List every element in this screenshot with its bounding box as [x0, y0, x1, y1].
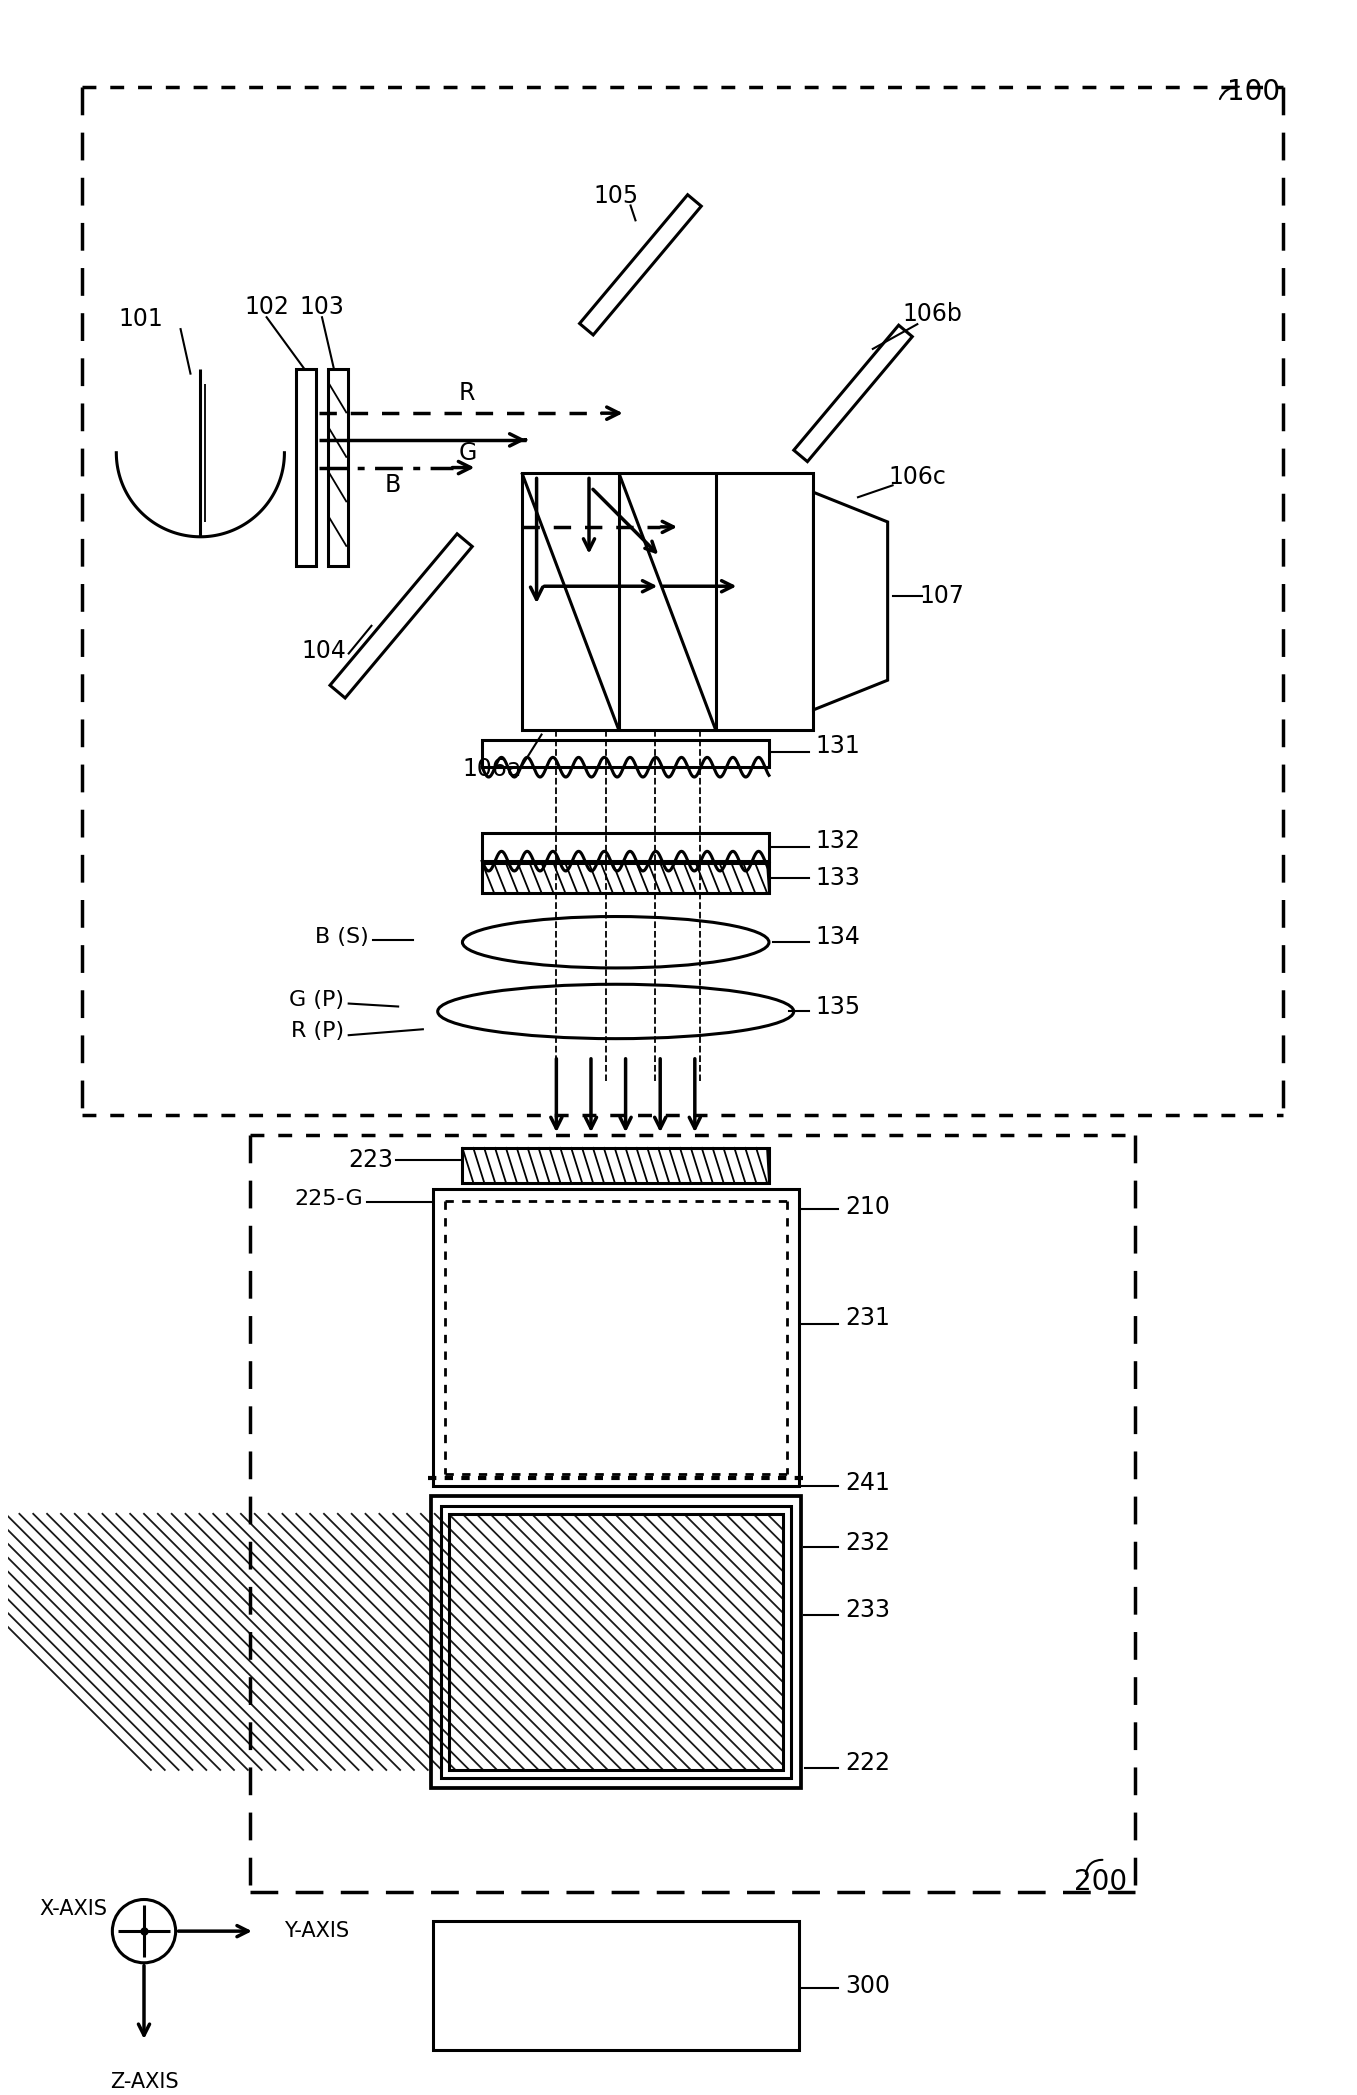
Polygon shape	[794, 325, 912, 461]
Bar	[482, 740, 769, 767]
Text: B: B	[385, 473, 402, 497]
Text: Y-AXIS: Y-AXIS	[285, 1921, 350, 1942]
Bar	[482, 834, 769, 861]
Text: 106a: 106a	[463, 756, 521, 781]
Text: 105: 105	[593, 184, 638, 207]
Text: 134: 134	[816, 926, 860, 949]
Bar	[296, 369, 316, 566]
Text: 103: 103	[300, 295, 345, 318]
Text: 131: 131	[816, 735, 860, 758]
Text: X-AXIS: X-AXIS	[39, 1900, 107, 1919]
Bar	[441, 1506, 791, 1779]
Text: 106c: 106c	[889, 465, 946, 490]
Text: G (P): G (P)	[289, 989, 343, 1010]
Text: 104: 104	[301, 639, 346, 662]
Text: 133: 133	[816, 865, 860, 890]
Polygon shape	[330, 534, 472, 698]
Ellipse shape	[463, 916, 769, 968]
Ellipse shape	[438, 985, 794, 1039]
Bar	[433, 1190, 799, 1485]
Polygon shape	[579, 195, 702, 335]
Bar	[521, 473, 813, 729]
Bar	[463, 1148, 769, 1182]
Bar	[433, 1921, 799, 2049]
Text: G: G	[459, 440, 476, 465]
Bar	[430, 1496, 801, 1787]
Text: 107: 107	[920, 585, 965, 608]
Text: R (P): R (P)	[290, 1020, 343, 1041]
Text: 232: 232	[845, 1531, 890, 1554]
Bar	[482, 863, 769, 892]
Text: 100: 100	[1227, 78, 1280, 105]
Bar	[449, 1515, 783, 1770]
Text: B (S): B (S)	[315, 928, 369, 947]
Text: R: R	[459, 381, 475, 406]
Text: 233: 233	[845, 1598, 890, 1622]
Polygon shape	[813, 492, 887, 710]
Text: 223: 223	[349, 1148, 394, 1171]
Text: 132: 132	[816, 830, 860, 853]
Text: 300: 300	[845, 1973, 890, 1997]
Text: 102: 102	[244, 295, 289, 318]
Text: 222: 222	[845, 1751, 890, 1774]
Bar	[328, 369, 347, 566]
Text: 241: 241	[845, 1471, 890, 1496]
Text: Z-AXIS: Z-AXIS	[110, 2072, 178, 2091]
Text: 106b: 106b	[902, 302, 962, 327]
Text: 200: 200	[1073, 1869, 1126, 1896]
Text: 231: 231	[845, 1305, 890, 1330]
Text: 135: 135	[816, 995, 860, 1018]
Text: 210: 210	[845, 1196, 890, 1219]
Text: 225-G: 225-G	[294, 1190, 364, 1209]
Text: 101: 101	[118, 308, 163, 331]
